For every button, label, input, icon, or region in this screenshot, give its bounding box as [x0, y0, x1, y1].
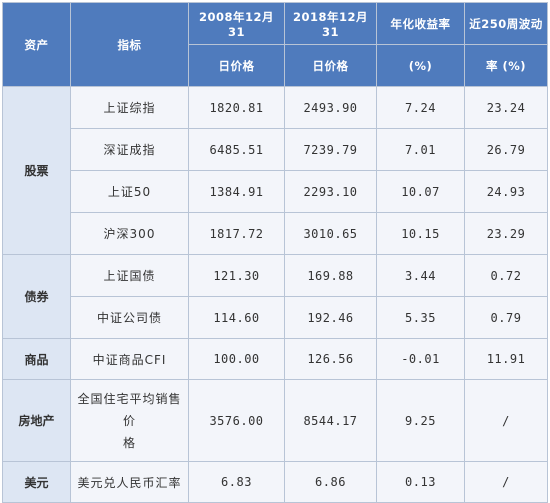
asset-cell-bond: 债券 [2, 254, 71, 339]
indicator-cell: 中证商品CFI [70, 338, 189, 380]
asset-cell-real-estate: 房地产 [2, 379, 71, 462]
volatility-cell: 0.79 [464, 296, 548, 339]
price-2008-cell: 6.83 [188, 461, 285, 503]
indicator-cell: 沪深300 [70, 212, 189, 255]
price-2008-cell: 3576.00 [188, 379, 285, 462]
price-2008-cell: 121.30 [188, 254, 285, 297]
table-row: 中证公司债 114.60 192.46 5.35 0.79 [3, 296, 548, 339]
return-cell: 7.24 [376, 86, 465, 129]
price-2018-cell: 2293.10 [284, 170, 377, 213]
table-row: 商品 中证商品CFI 100.00 126.56 -0.01 11.91 [2, 338, 548, 380]
price-2018-cell: 8544.17 [284, 379, 377, 462]
table-row: 上证50 1384.91 2293.10 10.07 24.93 [3, 170, 548, 213]
header-volatility-unit: 率 (%) [464, 44, 548, 87]
price-2008-cell: 114.60 [188, 296, 285, 339]
price-2008-cell: 1820.81 [188, 86, 285, 129]
price-2008-cell: 1817.72 [188, 212, 285, 255]
header-indicator: 指标 [70, 2, 189, 87]
header-price-2008: 2008年12月31 [188, 2, 285, 45]
header-asset: 资产 [2, 2, 71, 87]
return-cell: 10.15 [376, 212, 465, 255]
table-row: 美元 美元兑人民币汇率 6.83 6.86 0.13 / [2, 461, 548, 503]
indicator-cell: 美元兑人民币汇率 [70, 461, 189, 503]
table-row: 股票 上证综指 1820.81 2493.90 7.24 23.24 [2, 86, 548, 255]
return-cell: 3.44 [376, 254, 465, 297]
price-2018-cell: 3010.65 [284, 212, 377, 255]
header-price-2018: 2018年12月31 [284, 2, 377, 45]
return-cell: 7.01 [376, 128, 465, 171]
indicator-line-2: 格 [122, 435, 136, 450]
header-volatility: 近250周波动 [464, 2, 548, 45]
table-row: 债券 上证国债 121.30 169.88 3.44 0.72 [2, 254, 548, 339]
header-annual-return-unit: (%) [376, 44, 465, 87]
indicator-cell: 全国住宅平均销售价 格 [70, 379, 189, 462]
return-cell: 5.35 [376, 296, 465, 339]
return-cell: 9.25 [376, 379, 465, 462]
header-annual-return: 年化收益率 [376, 2, 465, 45]
header-price-2008-sub: 日价格 [188, 44, 285, 87]
price-2018-cell: 7239.79 [284, 128, 377, 171]
price-2018-cell: 169.88 [284, 254, 377, 297]
indicator-line-1: 全国住宅平均销售价 [77, 391, 182, 428]
price-2008-cell: 6485.51 [188, 128, 285, 171]
return-cell: 0.13 [376, 461, 465, 503]
volatility-cell: 26.79 [464, 128, 548, 171]
price-2008-cell: 1384.91 [188, 170, 285, 213]
volatility-cell: 24.93 [464, 170, 548, 213]
price-2018-cell: 2493.90 [284, 86, 377, 129]
price-2018-cell: 192.46 [284, 296, 377, 339]
indicator-cell: 深证成指 [70, 128, 189, 171]
price-2018-cell: 126.56 [284, 338, 377, 380]
header-row: 资产 指标 2008年12月31 2018年12月31 年化收益率 近250周波… [2, 2, 548, 87]
asset-cell-stock: 股票 [2, 86, 71, 255]
indicator-cell: 上证国债 [70, 254, 189, 297]
asset-cell-usd: 美元 [2, 461, 71, 503]
volatility-cell: / [464, 379, 548, 462]
price-2008-cell: 100.00 [188, 338, 285, 380]
table-row: 房地产 全国住宅平均销售价 格 3576.00 8544.17 9.25 / [2, 379, 548, 462]
volatility-cell: 23.29 [464, 212, 548, 255]
return-cell: -0.01 [376, 338, 465, 380]
indicator-cell: 上证综指 [70, 86, 189, 129]
price-2018-cell: 6.86 [284, 461, 377, 503]
volatility-cell: 11.91 [464, 338, 548, 380]
indicator-cell: 上证50 [70, 170, 189, 213]
table-row: 沪深300 1817.72 3010.65 10.15 23.29 [3, 212, 548, 255]
indicator-cell: 中证公司债 [70, 296, 189, 339]
return-cell: 10.07 [376, 170, 465, 213]
table-row: 深证成指 6485.51 7239.79 7.01 26.79 [3, 128, 548, 171]
volatility-cell: 23.24 [464, 86, 548, 129]
volatility-cell: / [464, 461, 548, 503]
volatility-cell: 0.72 [464, 254, 548, 297]
asset-cell-commodity: 商品 [2, 338, 71, 380]
header-row-2: 日价格 日价格 (%) 率 (%) [3, 44, 548, 87]
header-price-2018-sub: 日价格 [284, 44, 377, 87]
